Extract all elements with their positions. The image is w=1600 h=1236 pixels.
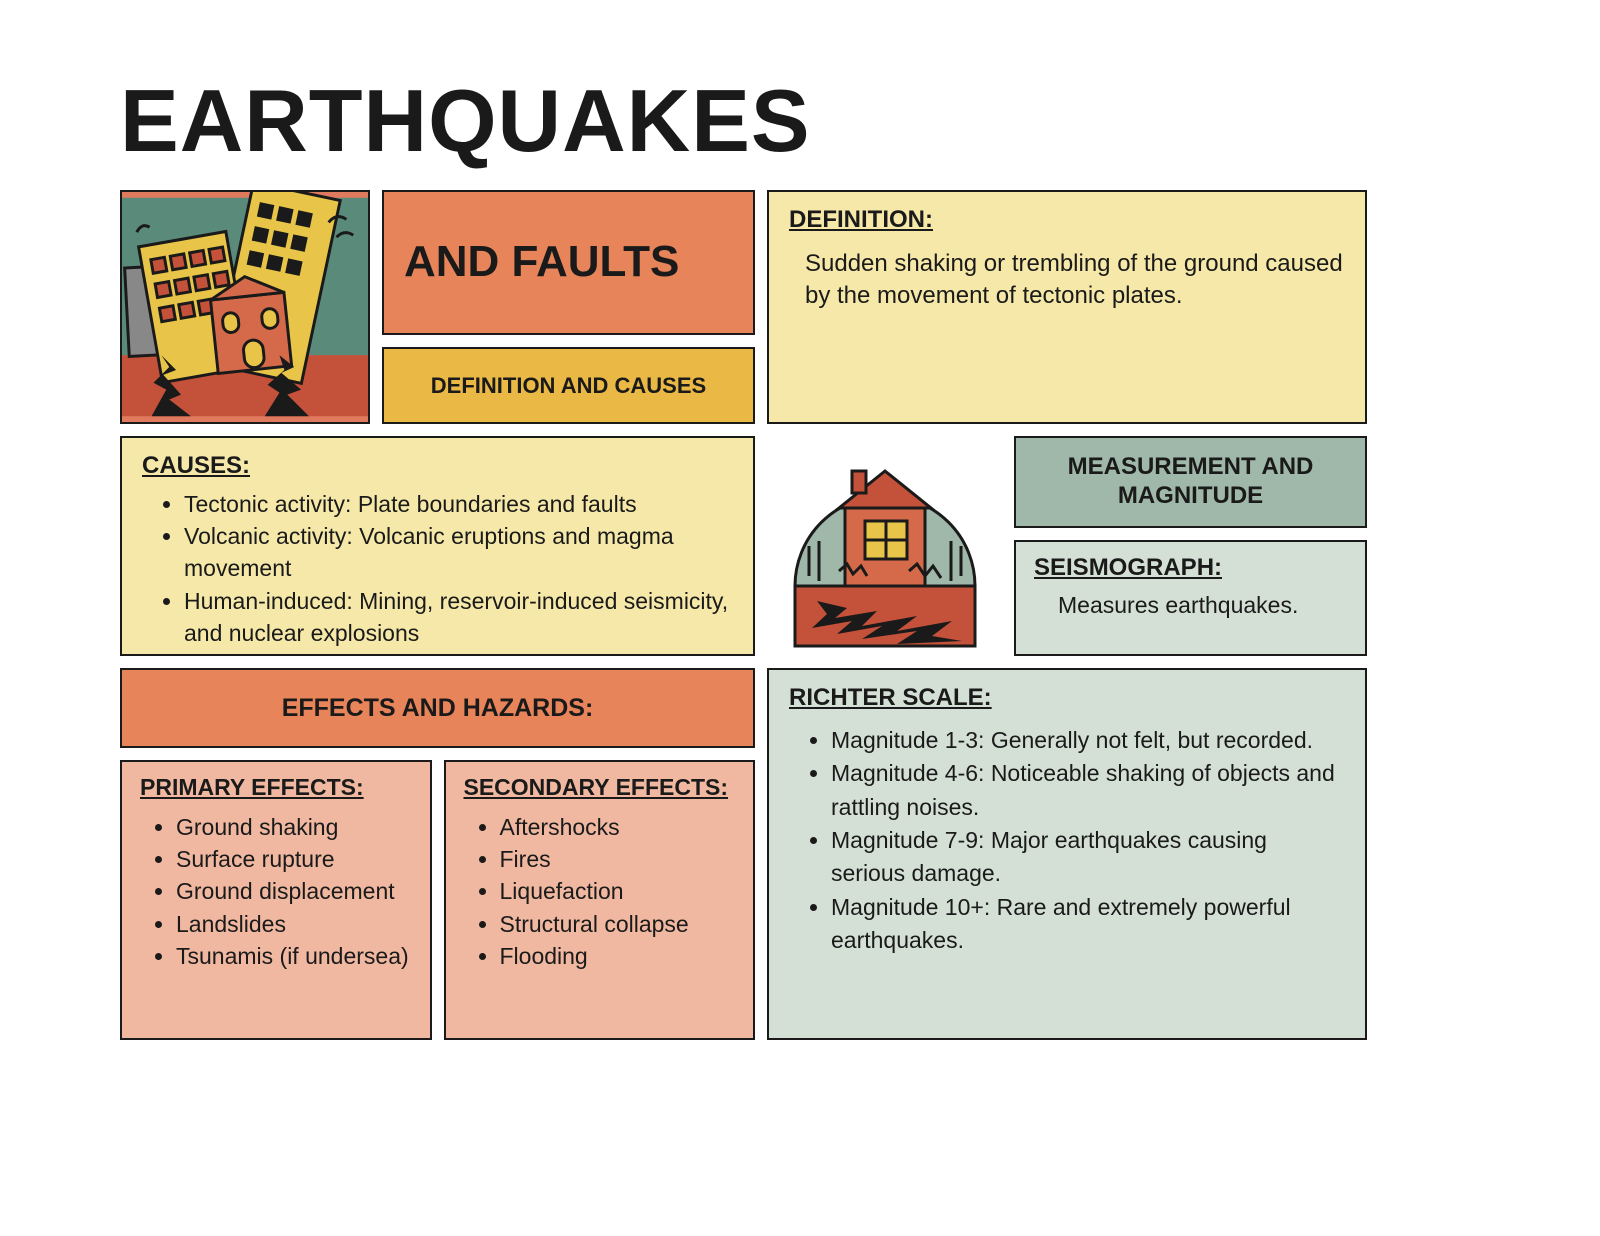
secondary-label: SECONDARY EFFECTS: xyxy=(464,774,736,801)
main-title: EARTHQUAKES xyxy=(120,70,1480,172)
list-item: Magnitude 4-6: Noticeable shaking of obj… xyxy=(831,757,1345,824)
effects-row: PRIMARY EFFECTS: Ground shakingSurface r… xyxy=(120,760,755,1040)
list-item: Flooding xyxy=(500,940,736,972)
secondary-effects-box: SECONDARY EFFECTS: AftershocksFiresLique… xyxy=(444,760,756,1040)
list-item: Structural collapse xyxy=(500,908,736,940)
list-item: Magnitude 10+: Rare and extremely powerf… xyxy=(831,891,1345,958)
primary-list: Ground shakingSurface ruptureGround disp… xyxy=(140,811,412,972)
seismograph-text: Measures earthquakes. xyxy=(1034,592,1347,619)
effects-header: EFFECTS AND HAZARDS: xyxy=(282,694,594,723)
effects-header-box: EFFECTS AND HAZARDS: xyxy=(120,668,755,748)
measurement-header-box: MEASUREMENT AND MAGNITUDE xyxy=(1014,436,1367,528)
infographic-grid: AND FAULTS DEFINITION AND CAUSES DEFINIT… xyxy=(120,190,1480,1040)
causes-box: CAUSES: Tectonic activity: Plate boundar… xyxy=(120,436,755,656)
richter-label: RICHTER SCALE: xyxy=(789,684,1345,712)
richter-box: RICHTER SCALE: Magnitude 1-3: Generally … xyxy=(767,668,1367,1040)
list-item: Fires xyxy=(500,843,736,875)
secondary-list: AftershocksFiresLiquefactionStructural c… xyxy=(464,811,736,972)
list-item: Tsunamis (if undersea) xyxy=(176,940,412,972)
list-item: Liquefaction xyxy=(500,875,736,907)
list-item: Ground shaking xyxy=(176,811,412,843)
definition-text: Sudden shaking or trembling of the groun… xyxy=(789,248,1345,313)
list-item: Magnitude 7-9: Major earthquakes causing… xyxy=(831,824,1345,891)
measurement-header: MEASUREMENT AND MAGNITUDE xyxy=(1016,453,1365,511)
subheading-box: DEFINITION AND CAUSES xyxy=(382,347,755,424)
house-illustration xyxy=(767,436,1002,656)
richter-list: Magnitude 1-3: Generally not felt, but r… xyxy=(789,724,1345,957)
list-item: Landslides xyxy=(176,908,412,940)
list-item: Surface rupture xyxy=(176,843,412,875)
house-crack-icon xyxy=(767,436,1002,656)
definition-box: DEFINITION: Sudden shaking or trembling … xyxy=(767,190,1367,424)
list-item: Tectonic activity: Plate boundaries and … xyxy=(184,488,733,520)
definition-label: DEFINITION: xyxy=(789,206,1345,234)
measurement-column: MEASUREMENT AND MAGNITUDE SEISMOGRAPH: M… xyxy=(1014,436,1367,656)
list-item: Volcanic activity: Volcanic eruptions an… xyxy=(184,520,733,584)
tilting-buildings-icon xyxy=(122,192,368,422)
primary-effects-box: PRIMARY EFFECTS: Ground shakingSurface r… xyxy=(120,760,432,1040)
city-illustration xyxy=(120,190,370,424)
subtitle-box: AND FAULTS xyxy=(382,190,755,335)
seismograph-box: SEISMOGRAPH: Measures earthquakes. xyxy=(1014,540,1367,656)
causes-list: Tectonic activity: Plate boundaries and … xyxy=(142,488,733,649)
subtitle-text: AND FAULTS xyxy=(404,239,679,285)
list-item: Human-induced: Mining, reservoir-induced… xyxy=(184,585,733,649)
list-item: Aftershocks xyxy=(500,811,736,843)
primary-label: PRIMARY EFFECTS: xyxy=(140,774,412,801)
list-item: Ground displacement xyxy=(176,875,412,907)
seismograph-label: SEISMOGRAPH: xyxy=(1034,554,1347,582)
causes-label: CAUSES: xyxy=(142,452,733,480)
subheading-text: DEFINITION AND CAUSES xyxy=(431,373,706,399)
list-item: Magnitude 1-3: Generally not felt, but r… xyxy=(831,724,1345,757)
